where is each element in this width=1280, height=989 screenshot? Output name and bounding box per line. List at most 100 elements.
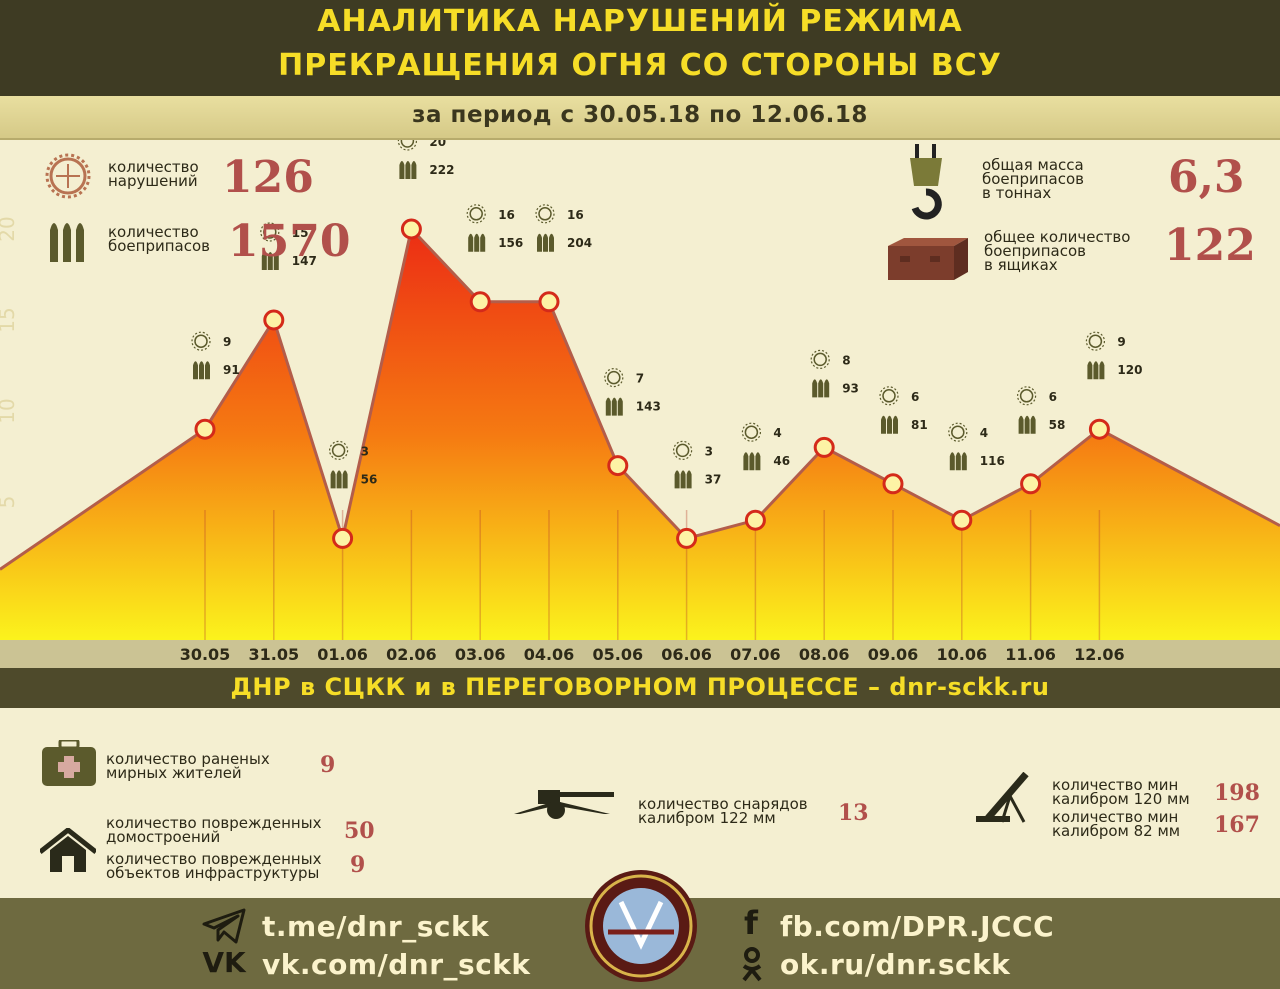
mini-shell-icon [674,470,680,489]
mortar-icon [976,772,1029,823]
violations-data-label: 4 [773,426,781,440]
facebook-icon[interactable]: f [744,904,758,942]
x-tick-label: 03.06 [454,645,506,664]
mini-shell-icon [342,470,348,489]
mini-shell-icon [273,252,279,270]
period-text: за период с 30.05.18 по 12.06.18 [412,102,868,128]
violations-data-label: 6 [911,390,919,404]
violations-value: 126 [222,152,314,203]
mini-shell-icon [1018,415,1024,434]
mini-target-icon [469,207,483,221]
mini-shell-icon [686,470,692,489]
x-tick-label: 06.06 [661,645,712,664]
mini-target-ring [466,204,486,224]
ammo-data-label: 93 [842,381,859,395]
mini-shell-icon [330,470,336,489]
mini-shell-icon [749,452,755,471]
mini-target-icon [538,207,552,221]
mini-shell-icon [1093,361,1099,380]
x-tick-label: 01.06 [317,645,368,664]
telegram-icon[interactable] [202,908,246,944]
mini-target-ring [329,440,349,460]
x-tick-label: 02.06 [386,645,437,664]
violations-data-label: 16 [567,208,584,222]
title-line-1: АНАЛИТИКА НАРУШЕНИЙ РЕЖИМА [317,4,963,39]
violations-data-label: 20 [429,140,446,149]
mini-shell-icon [549,233,554,252]
y-tick-label: 10 [0,398,19,423]
ammo-data-label: 56 [361,472,378,486]
mini-target-ring [948,422,968,442]
crane-hook-icon [910,144,942,220]
ammo-data-label: 58 [1049,418,1066,432]
mini-target-icon [400,140,415,148]
mini-shell-icon [480,233,486,252]
y-tick-label: 20 [0,216,19,241]
mines120-label: количество мин калибром 120 мм [1052,776,1190,808]
target-icon [45,153,91,199]
data-point [1020,473,1042,495]
violations-data-label: 8 [842,353,850,367]
houses-label: количество поврежденных домостроений [106,814,322,846]
violations-label: количество нарушений [108,158,199,190]
mini-shell-icon [881,415,886,434]
ammo-data-label: 222 [429,163,454,177]
ammo-label: количество боеприпасов [108,223,210,255]
vk-icon[interactable]: VK [202,946,246,979]
mini-shell-icon [961,452,967,471]
ammo-data-label: 204 [567,236,592,250]
ok-link[interactable]: ok.ru/dnr.sckk [780,948,1011,981]
telegram-link[interactable]: t.me/dnr_sckk [262,910,490,943]
mini-shell-icon [611,397,617,416]
mini-shell-icon [405,161,411,179]
area-fill [0,229,1280,640]
violations-data-label: 3 [361,444,369,458]
mini-shell-icon [205,361,210,380]
mines82-label: количество мин калибром 82 мм [1052,808,1181,840]
ammo-data-label: 37 [705,472,722,486]
mini-target-ring [397,140,417,151]
facebook-link[interactable]: fb.com/DPR.JCCC [780,910,1055,943]
odnoklassniki-icon[interactable] [740,946,764,982]
mini-target-icon [263,225,277,239]
x-tick-label: 08.06 [798,645,850,664]
site-banner-text: ДНР в СЦКК и в ПЕРЕГОВОРНОМ ПРОЦЕССЕ – d… [230,673,1050,701]
infra-value: 9 [350,852,366,878]
mini-shell-icon [955,452,961,471]
mini-shell-icon [199,361,204,380]
x-tick-label: 04.06 [523,645,575,664]
x-tick-label: 05.06 [592,645,644,664]
mini-target-ring [1016,386,1037,406]
data-point [744,509,766,531]
violations-chart: 5 10 15 20 9 91 15 147 3 56 20 222 16 156 16 204 7 143 3 37… [0,140,1280,640]
jccc-emblem-icon [585,870,697,982]
violations-data-label: 9 [223,335,231,349]
ammo-data-label: 81 [911,418,928,432]
mini-target-icon [744,425,759,439]
wounded-label: количество раненых мирных жителей [106,750,270,782]
mini-shell-icon [474,233,480,252]
house-icon [40,828,96,872]
mini-shell-icon [193,361,198,380]
data-point [469,291,491,313]
vk-link[interactable]: vk.com/dnr_sckk [262,948,531,981]
shells-value: 13 [838,800,869,826]
series-line [0,225,1280,571]
data-point [676,527,698,549]
mini-target-icon [607,370,621,385]
chart-area: 5 10 15 20 9 91 15 147 3 56 20 222 16 156 16 204 7 143 3 37… [0,140,1280,640]
mini-shell-icon [537,233,542,252]
mini-shell-icon [336,470,342,489]
period-band: за период с 30.05.18 по 12.06.18 [0,96,1280,140]
data-point [332,527,354,549]
mini-target-ring [604,368,624,388]
violations-data-label: 6 [1049,390,1057,404]
boxes-label: общее количество боеприпасов в ящиках [984,228,1131,274]
mini-target-icon [331,443,346,458]
mini-shell-icon [949,452,955,471]
howitzer-icon [514,790,614,819]
ammo-data-label: 156 [498,236,523,250]
boxes-value: 122 [1164,220,1256,271]
x-tick-label: 12.06 [1074,645,1125,664]
y-tick-label: 15 [0,307,19,332]
